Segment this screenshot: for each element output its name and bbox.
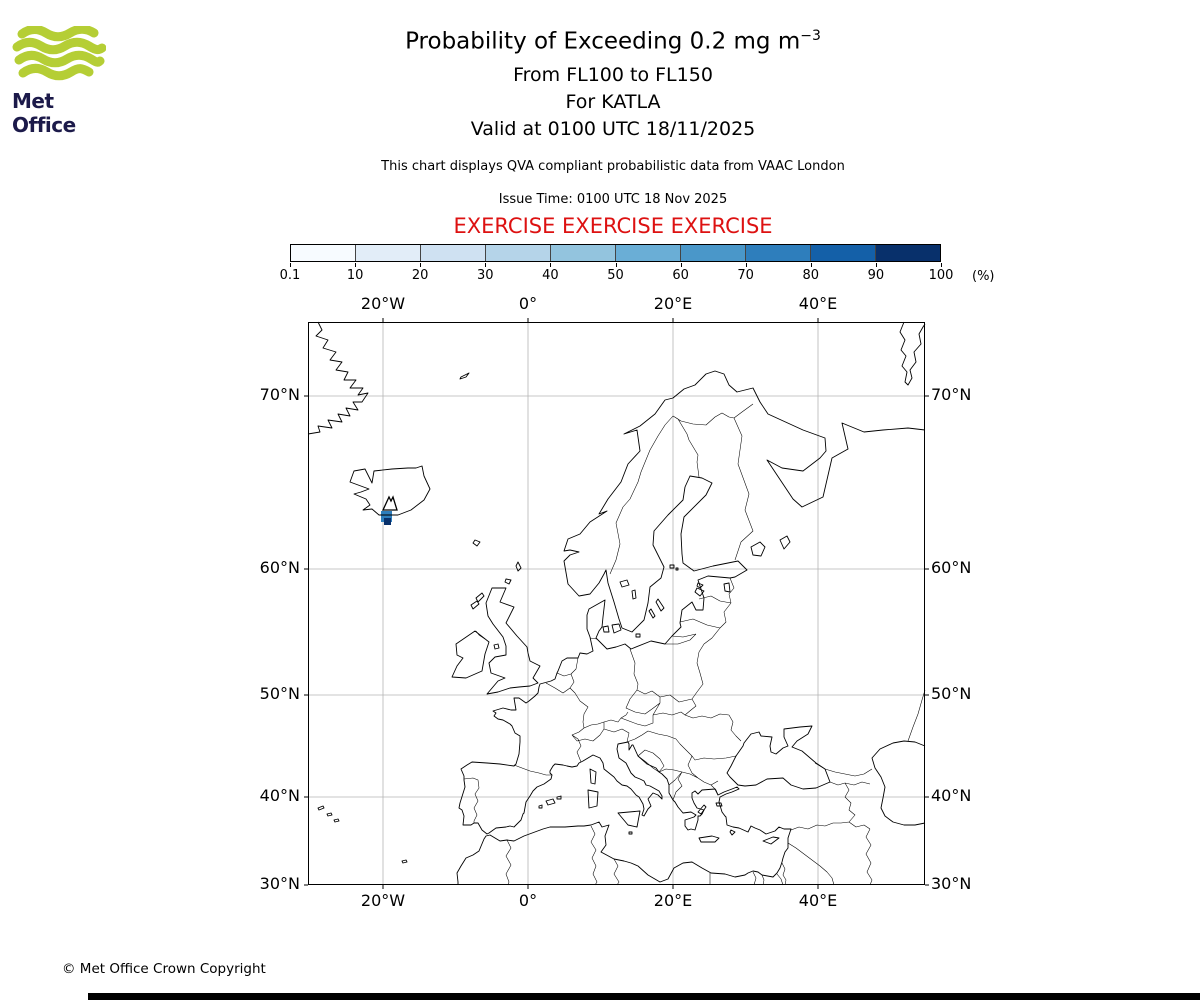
- volcano-layer: [381, 495, 398, 511]
- axis-label-bottom: 0°: [518, 891, 538, 910]
- colorbar: 0.1 10 20 30 40 50 60 70 80 90 100 (%): [280, 244, 1050, 290]
- axis-label-left: 40°N: [259, 786, 300, 805]
- colorbar-tick-label: 90: [867, 268, 885, 283]
- axis-label-right: 50°N: [931, 684, 972, 703]
- colorbar-tick-label: 40: [542, 268, 559, 283]
- coastline-caspian: [871, 740, 926, 826]
- colorbar-segment: [551, 245, 616, 261]
- colorbar-tick-label: 10: [346, 268, 364, 283]
- coastline-black-sea: [726, 725, 831, 790]
- lakes: [619, 535, 791, 600]
- colorbar-segment: [616, 245, 681, 261]
- colorbar-segment: [356, 245, 421, 261]
- colorbar-tick: [290, 263, 291, 267]
- colorbar-tick-label: 0.1: [279, 268, 301, 283]
- page-title-text: Probability of Exceeding 0.2 mg m: [405, 28, 801, 55]
- exercise-banner: EXERCISE EXERCISE EXERCISE: [453, 214, 773, 238]
- colorbar-tick-label: 20: [411, 268, 429, 283]
- colorbar-segments: [290, 244, 941, 262]
- coastline-great-britain: [485, 587, 541, 695]
- coastline-novaya-zemlya: [899, 321, 926, 386]
- colorbar-segment: [746, 245, 811, 261]
- flight-level-line: From FL100 to FL150: [513, 64, 713, 86]
- axis-label-top: 20°W: [360, 294, 406, 313]
- page-title: Probability of Exceeding 0.2 mg m−3: [26, 28, 1200, 55]
- colorbar-tick: [941, 263, 942, 267]
- met-office-logo: Met Office: [12, 24, 122, 137]
- colorbar-segment: [811, 245, 876, 261]
- copyright: © Met Office Crown Copyright: [62, 961, 266, 977]
- colorbar-tick-label: 100: [928, 268, 954, 283]
- axis-label-bottom: 20°E: [653, 891, 693, 910]
- islands-atlantic: [317, 372, 522, 864]
- colorbar-tick-label: 50: [607, 268, 624, 283]
- ash-cells: [381, 511, 392, 525]
- axis-label-top: 20°E: [653, 294, 693, 313]
- logo-wordmark: Met Office: [12, 89, 76, 137]
- colorbar-tick-label: 30: [477, 268, 494, 283]
- qva-note: This chart displays QVA compliant probab…: [381, 159, 845, 174]
- ash-probability-cell: [384, 518, 391, 525]
- colorbar-tick-label: 80: [802, 268, 820, 283]
- axis-label-right: 60°N: [931, 558, 972, 577]
- colorbar-tick: [680, 263, 682, 267]
- axis-label-left: 30°N: [259, 874, 300, 893]
- colorbar-segment: [681, 245, 746, 261]
- coastline-iceland: [349, 465, 431, 516]
- map: [304, 318, 929, 889]
- axis-label-left: 60°N: [259, 558, 300, 577]
- page-title-superscript: −3: [800, 28, 821, 44]
- axis-label-bottom: 20°W: [360, 891, 406, 910]
- colorbar-tick: [745, 263, 747, 267]
- axis-label-right: 30°N: [931, 874, 972, 893]
- colorbar-tick: [420, 263, 422, 267]
- coastline-greenland: [307, 321, 369, 435]
- country-borders: [463, 403, 926, 886]
- colorbar-tick-label: 60: [672, 268, 689, 283]
- colorbar-tick-label: 70: [737, 268, 754, 283]
- colorbar-segment: [876, 245, 940, 261]
- coastline-mainland: [456, 370, 926, 885]
- axis-label-top: 0°: [518, 294, 538, 313]
- volcano-line: For KATLA: [565, 91, 661, 113]
- coastlines: [307, 321, 926, 885]
- grid-lines: [308, 322, 925, 885]
- axis-label-bottom: 40°E: [798, 891, 838, 910]
- volcano-marker: [381, 495, 398, 511]
- colorbar-tick: [810, 263, 812, 267]
- colorbar-tick: [485, 263, 487, 267]
- valid-time-line: Valid at 0100 UTC 18/11/2025: [470, 118, 756, 140]
- axis-label-right: 40°N: [931, 786, 972, 805]
- bottom-bar: [88, 993, 1200, 1000]
- ash-probability-cell: [381, 511, 392, 522]
- colorbar-segment: [486, 245, 551, 261]
- colorbar-unit: (%): [972, 269, 995, 284]
- map-frame: [308, 322, 925, 885]
- axis-tick-marks: [304, 318, 929, 889]
- axis-label-top: 40°E: [798, 294, 838, 313]
- axis-label-left: 70°N: [259, 385, 300, 404]
- axis-label-right: 70°N: [931, 385, 972, 404]
- islands-mediterranean: [538, 768, 780, 845]
- issue-time: Issue Time: 0100 UTC 18 Nov 2025: [498, 192, 728, 207]
- colorbar-tick: [550, 263, 552, 267]
- axis-label-left: 50°N: [259, 684, 300, 703]
- colorbar-tick: [615, 263, 617, 267]
- colorbar-segment: [421, 245, 486, 261]
- colorbar-segment: [291, 245, 356, 261]
- logo-waves-icon: [12, 24, 107, 81]
- coastline-ireland: [451, 630, 490, 679]
- colorbar-tick: [875, 263, 877, 267]
- map-canvas: [304, 318, 929, 889]
- colorbar-tick: [355, 263, 357, 267]
- islands-baltic-north-sea: [602, 564, 705, 638]
